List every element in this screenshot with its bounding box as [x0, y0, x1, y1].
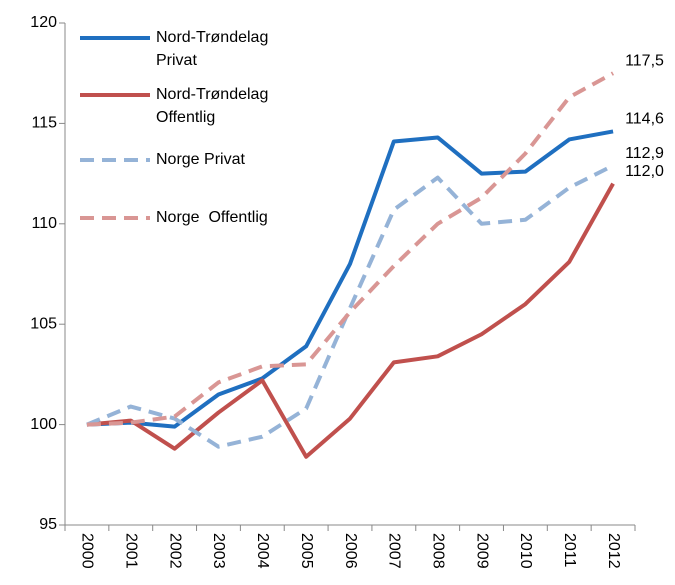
x-tick-label: 2004: [254, 533, 271, 569]
x-tick-label: 2002: [166, 533, 183, 569]
x-tick-label: 2006: [342, 533, 359, 569]
x-tick-label: 2003: [210, 533, 227, 569]
data-label: 112,0: [625, 163, 664, 180]
y-tick-label: 110: [31, 215, 57, 232]
y-tick-label: 100: [30, 416, 57, 433]
x-tick-label: 2000: [79, 533, 96, 569]
data-label: 117,5: [625, 52, 664, 69]
legend-label: Norge Offentlig: [156, 209, 268, 226]
y-tick-label: 120: [30, 14, 57, 31]
series-line: [86, 71, 615, 427]
series-line: [86, 129, 614, 429]
legend-label: Norge Privat: [156, 151, 245, 168]
legend-label: Nord-Trøndelag Offentlig: [156, 86, 273, 126]
y-tick-label: 95: [39, 516, 57, 533]
series-line: [86, 163, 614, 449]
x-tick-label: 2012: [605, 533, 622, 569]
series-line: [86, 182, 615, 459]
x-tick-label: 2009: [473, 533, 490, 569]
y-tick-label: 105: [30, 315, 57, 332]
x-tick-label: 2010: [517, 533, 534, 569]
x-tick-label: 2005: [298, 533, 315, 569]
x-tick-label: 2007: [386, 533, 403, 569]
x-tick-label: 2011: [561, 533, 578, 568]
data-label: 114,6: [625, 111, 664, 128]
y-tick-label: 115: [31, 115, 57, 132]
x-tick-label: 2001: [123, 533, 140, 569]
data-label: 112,9: [625, 145, 664, 162]
x-tick-label: 2008: [429, 533, 446, 569]
legend-label: Nord-Trøndelag Privat: [156, 29, 273, 69]
